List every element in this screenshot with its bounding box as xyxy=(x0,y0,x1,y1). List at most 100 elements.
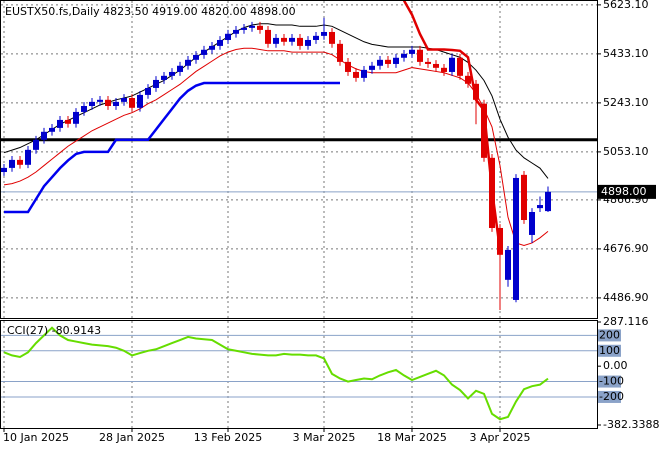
main-plot xyxy=(1,1,597,318)
candle-body xyxy=(345,61,351,72)
cci-frame xyxy=(0,320,598,429)
y-tick-label: 5053.10 xyxy=(603,145,649,158)
x-tick-label: 18 Mar 2025 xyxy=(377,431,447,444)
y-tick-label: 4676.90 xyxy=(603,242,649,255)
candle-body xyxy=(521,174,527,220)
candle-body xyxy=(185,59,191,66)
candle-body xyxy=(449,57,455,72)
candle-body xyxy=(537,205,543,209)
level-label-box xyxy=(598,329,621,342)
candle-body xyxy=(129,98,135,108)
y-tick-label: 0.00 xyxy=(603,359,628,372)
x-tick-label: 13 Feb 2025 xyxy=(194,431,262,444)
x-tick-label: 28 Jan 2025 xyxy=(99,431,165,444)
candle-body xyxy=(369,65,375,70)
candle-body xyxy=(41,131,47,140)
candle-body xyxy=(233,29,239,34)
candle-body xyxy=(81,106,87,112)
candle-body xyxy=(25,149,31,165)
candle-body xyxy=(337,43,343,62)
y-tick-label: 200 xyxy=(599,328,620,341)
candle-body xyxy=(505,249,511,280)
candle-body xyxy=(113,101,119,106)
level-label-box xyxy=(598,344,621,357)
y-tick-label: -382.3388 xyxy=(603,418,659,431)
candle-body xyxy=(17,159,23,165)
candle-body xyxy=(121,98,127,102)
cci-line xyxy=(3,326,549,421)
current-price-box xyxy=(598,184,656,199)
candle-body xyxy=(225,33,231,40)
main-frame xyxy=(0,0,598,319)
x-tick-label: 10 Jan 2025 xyxy=(3,431,69,444)
candle-body xyxy=(137,94,143,108)
candle-body xyxy=(457,57,463,76)
candle-body xyxy=(465,75,471,84)
candle-body xyxy=(209,45,215,50)
candle-body xyxy=(497,227,503,255)
cci-plot xyxy=(1,321,597,428)
candle-body xyxy=(361,69,367,78)
indicator-title: CCI(27) -80.9143 xyxy=(7,324,101,337)
candle-body xyxy=(305,39,311,46)
x-tick-label: 3 Apr 2025 xyxy=(469,431,530,444)
candle-body xyxy=(433,63,439,68)
y-tick-label: 5623.10 xyxy=(603,0,649,11)
y-tick-label: -100 xyxy=(599,375,624,388)
candle-body xyxy=(265,29,271,44)
candle-body xyxy=(89,101,95,106)
candle-body xyxy=(97,99,103,102)
indicator-line xyxy=(3,47,549,247)
level-label-box xyxy=(598,390,621,403)
candle-body xyxy=(489,157,495,228)
candle-body xyxy=(377,59,383,66)
candle-body xyxy=(273,37,279,44)
candle-body xyxy=(417,49,423,62)
candle-body xyxy=(513,177,519,300)
y-tick-label: 5243.10 xyxy=(603,96,649,109)
candle-body xyxy=(281,37,287,42)
indicator-line xyxy=(3,23,549,179)
candle-body xyxy=(169,71,175,76)
y-tick-label: 100 xyxy=(599,344,620,357)
candle-body xyxy=(545,191,551,212)
candle-body xyxy=(425,61,431,64)
candle-body xyxy=(409,49,415,54)
candle-body xyxy=(105,99,111,106)
candle-body xyxy=(201,49,207,55)
candle-body xyxy=(65,119,71,124)
candle-body xyxy=(249,25,255,28)
candle-body xyxy=(393,57,399,64)
current-price-label: 4898.00 xyxy=(601,185,647,198)
candle-body xyxy=(441,67,447,72)
candle-body xyxy=(241,27,247,30)
candle-body xyxy=(297,37,303,46)
candle-body xyxy=(177,65,183,72)
candle-body xyxy=(385,59,391,64)
candle-body xyxy=(33,139,39,150)
chart-title: EUSTX50.fs,Daily 4823.50 4919.00 4820.00… xyxy=(5,5,296,18)
candle-body xyxy=(353,71,359,78)
candle-body xyxy=(329,31,335,44)
candle-body xyxy=(313,35,319,40)
candle-body xyxy=(481,103,487,158)
y-tick-label: -200 xyxy=(599,390,624,403)
candle-body xyxy=(401,53,407,58)
candle-body xyxy=(473,83,479,100)
candle-body xyxy=(153,79,159,88)
candle-body xyxy=(193,54,199,60)
candle-body xyxy=(57,119,63,128)
candle-body xyxy=(145,87,151,95)
candle-body xyxy=(73,111,79,124)
candle-body xyxy=(529,212,535,235)
y-tick-label: 5433.10 xyxy=(603,47,649,60)
candle-body xyxy=(217,39,223,46)
y-tick-label: 4486.90 xyxy=(603,291,649,304)
y-tick-label: 287.116 xyxy=(603,315,649,328)
candle-body xyxy=(49,127,55,132)
candle-body xyxy=(9,159,15,168)
indicator-line xyxy=(4,81,340,214)
